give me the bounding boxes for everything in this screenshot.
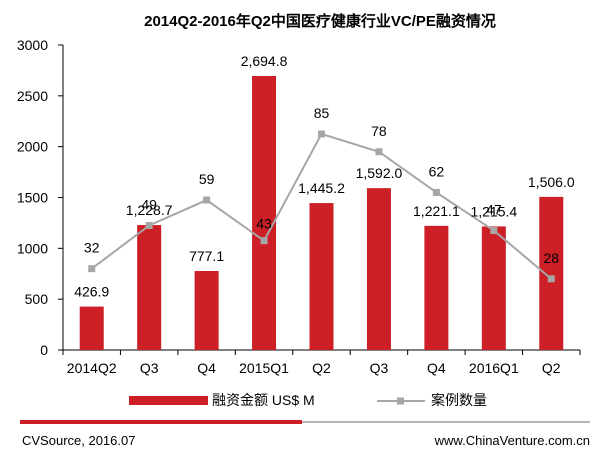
line-data-label: 28 <box>543 250 559 266</box>
y-tick-label: 2500 <box>17 88 48 104</box>
x-tick-label: 2016Q1 <box>469 360 519 376</box>
bar <box>366 188 391 350</box>
x-tick-label: Q4 <box>427 360 446 376</box>
bar <box>539 196 564 350</box>
line-point <box>318 130 325 138</box>
plot-area: 0 500 1000 1500 2000 2500 3000 426.9 1,228.7 777.… <box>17 37 581 376</box>
legend: 融资金额 US$ M 案例数量 <box>129 392 487 408</box>
bar-data-label: 1,228.7 <box>126 202 173 218</box>
line-point <box>490 227 498 235</box>
footer-divider-accent <box>20 420 302 424</box>
bar-data-label: 1,215.4 <box>470 203 517 219</box>
line-data-label: 49 <box>141 196 157 212</box>
line-data-label: 47 <box>486 202 502 218</box>
y-tick-label: 1000 <box>17 240 48 256</box>
bar-data-label: 1,506.0 <box>528 174 575 190</box>
bar-data-label: 2,694.8 <box>241 53 288 69</box>
line-data-label: 62 <box>429 163 445 179</box>
line-data-label: 85 <box>314 105 330 121</box>
line-point <box>375 148 383 156</box>
bar-data-label: 1,445.2 <box>298 180 345 196</box>
x-tick-label: Q3 <box>140 360 159 376</box>
legend-bar-swatch <box>129 396 208 405</box>
y-tick-label: 0 <box>40 342 48 358</box>
line-point <box>145 221 153 229</box>
line-point <box>88 265 96 273</box>
y-tick-label: 1500 <box>17 190 48 206</box>
bar <box>79 306 104 350</box>
x-tick-label: Q2 <box>312 360 331 376</box>
bar-data-label: 1,221.1 <box>413 203 460 219</box>
line-point <box>432 188 440 196</box>
bar-data-label: 1,592.0 <box>356 165 403 181</box>
bar-data-label: 426.9 <box>74 284 109 300</box>
line-point <box>260 237 268 245</box>
line-point <box>547 275 555 283</box>
y-tick-label: 500 <box>25 291 49 307</box>
legend-line-label: 案例数量 <box>431 392 487 408</box>
legend-line-marker <box>397 397 404 405</box>
bar <box>481 226 506 350</box>
legend-bar-label: 融资金额 US$ M <box>212 392 315 408</box>
x-tick-label: 2014Q2 <box>67 360 117 376</box>
x-tick-label: Q2 <box>542 360 561 376</box>
x-tick-label: Q4 <box>197 360 216 376</box>
bar <box>137 225 162 350</box>
line-data-label: 43 <box>256 216 272 232</box>
bar <box>424 225 449 350</box>
footer: CVSource, 2016.07 www.ChinaVenture.com.c… <box>20 420 590 448</box>
footer-source: CVSource, 2016.07 <box>22 433 135 448</box>
chart-title: 2014Q2-2016年Q2中国医疗健康行业VC/PE融资情况 <box>144 12 496 30</box>
footer-website: www.ChinaVenture.com.cn <box>434 433 590 448</box>
x-tick-label: 2015Q1 <box>239 360 289 376</box>
bar <box>252 76 277 351</box>
y-tick-label: 3000 <box>17 37 48 53</box>
bar <box>309 203 334 350</box>
line-point <box>203 196 211 204</box>
bar-data-label: 777.1 <box>189 248 224 264</box>
y-tick-label: 2000 <box>17 139 48 155</box>
line-data-label: 32 <box>84 240 100 256</box>
line-data-label: 78 <box>371 123 387 139</box>
line-data-label: 59 <box>199 171 215 187</box>
bar <box>194 270 219 350</box>
x-tick-label: Q3 <box>370 360 389 376</box>
